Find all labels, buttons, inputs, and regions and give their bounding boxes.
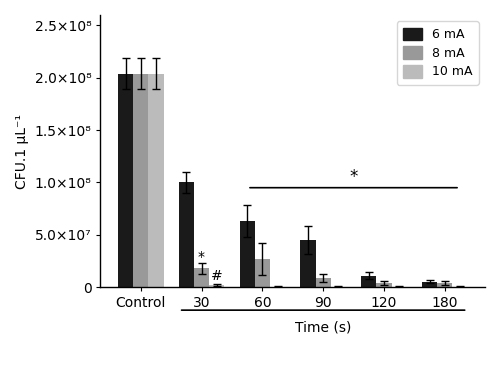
Legend: 6 mA, 8 mA, 10 mA: 6 mA, 8 mA, 10 mA (397, 21, 478, 85)
Text: #: # (211, 269, 222, 283)
Bar (194, 268, 209, 287)
Bar (330, 286, 346, 287)
Text: *: * (350, 168, 358, 186)
Bar (118, 74, 133, 287)
Bar (270, 286, 285, 287)
Bar (316, 278, 330, 287)
Text: *: * (198, 250, 205, 264)
Text: Time (s): Time (s) (295, 321, 352, 335)
Bar (376, 283, 392, 287)
Bar (240, 221, 254, 287)
Bar (392, 286, 406, 287)
Bar (422, 282, 437, 287)
Bar (133, 74, 148, 287)
Bar (361, 276, 376, 287)
Bar (437, 283, 452, 287)
Bar (254, 259, 270, 287)
Bar (300, 240, 316, 287)
Bar (209, 285, 224, 287)
Bar (452, 286, 468, 287)
Y-axis label: CFU.1 μL⁻¹: CFU.1 μL⁻¹ (15, 114, 29, 188)
Bar (178, 183, 194, 287)
Bar (148, 74, 164, 287)
